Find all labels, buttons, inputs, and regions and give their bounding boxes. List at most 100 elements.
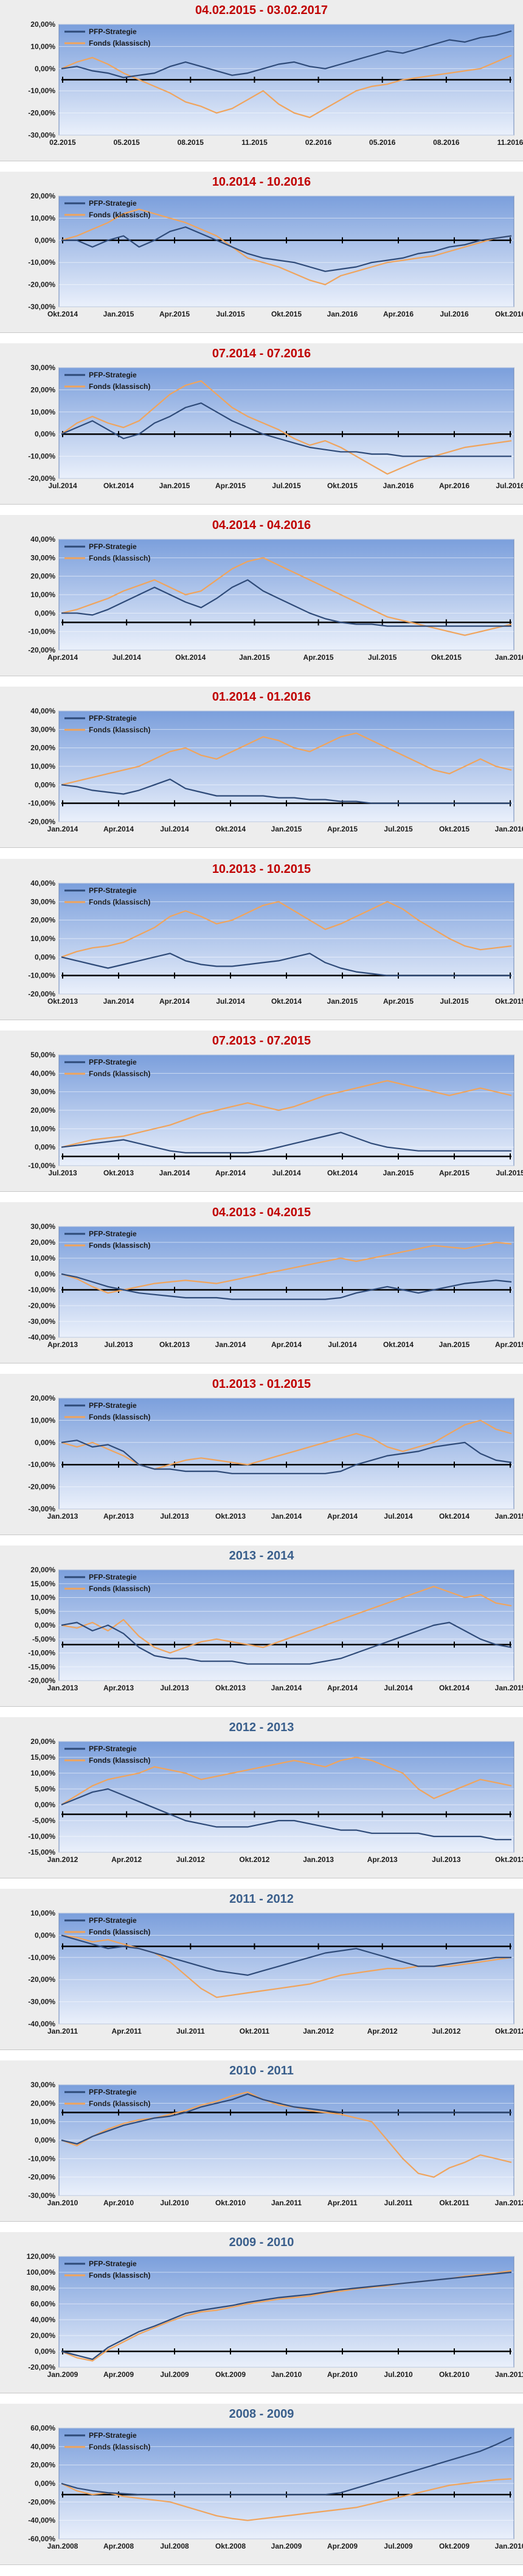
y-tick-label: 20,00%	[30, 2099, 55, 2108]
chart-title: 01.2013 - 01.2015	[212, 1377, 311, 1391]
y-tick-label: -10,00%	[28, 1286, 55, 1294]
y-tick-label: 0,00%	[35, 953, 55, 961]
legend-label: PFP-Strategie	[89, 542, 137, 551]
y-tick-label: 20,00%	[30, 1238, 55, 1247]
x-tick-label: Jan.2014	[271, 1512, 302, 1521]
x-tick-label: Okt.2014	[271, 997, 302, 1006]
x-tick-label: Apr.2015	[439, 1169, 469, 1177]
line-chart: 60,00% 40,00% 20,00% 0,00% -20,00% -40,00% -60…	[28, 2424, 523, 2550]
x-tick-label: Apr.2013	[367, 1855, 398, 1864]
legend: PFP-Strategie Fonds (klassisch)	[64, 2088, 150, 2108]
series-line-fund	[61, 2478, 512, 2522]
y-tick-label: -10,00%	[28, 1832, 55, 1841]
y-tick-label: 120,00%	[27, 2252, 56, 2261]
y-tick-label: -20,00%	[28, 990, 55, 998]
y-tick-label: -20,00%	[28, 109, 55, 117]
chart-panel: 2013 - 2014 20,00% 15,00% 10,00% 5,00% 0,00% -…	[0, 1545, 523, 1707]
chart-title: 07.2014 - 07.2016	[212, 347, 311, 361]
line-chart: 20,00%10,00%0,00%-10,00%-20,00%-30,00%Ok…	[28, 192, 523, 318]
x-tick-label: Okt.2013	[215, 1684, 246, 1692]
y-tick-label: 20,00%	[30, 386, 55, 394]
chart-title: 2012 - 2013	[229, 1721, 294, 1734]
line-chart: 20,00% 15,00% 10,00% 5,00% 0,00% -5,00% -10,00…	[28, 1737, 523, 1864]
x-tick-label: Jan.2016	[495, 653, 523, 662]
legend-label: Fonds (klassisch)	[89, 2099, 150, 2108]
y-tick-label: 40,00%	[30, 535, 55, 544]
y-tick-label: 10,00%	[30, 408, 55, 416]
legend-label: Fonds (klassisch)	[89, 1584, 150, 1593]
series-line-fund	[61, 208, 512, 285]
plot-area	[58, 1226, 514, 1338]
legend: PFP-Strategie Fonds (klassisch)	[64, 1230, 150, 1250]
chart-panel: 04.2013 - 04.2015 30,00% 20,00% 10,00% 0,00%…	[0, 1202, 523, 1363]
y-tick-label: 0,00%	[35, 2347, 55, 2356]
x-tick-label: Jan.2015	[271, 825, 302, 833]
series-line-strategy	[61, 1273, 512, 1300]
x-tick-label: Jul.2013	[160, 1512, 189, 1521]
chart-title: 2010 - 2011	[229, 2064, 294, 2078]
legend: PFP-Strategie Fonds (klassisch)	[64, 886, 150, 906]
x-tick-label: Apr.2014	[327, 1684, 358, 1692]
x-tick-label: Jan.2010	[47, 2199, 78, 2207]
chart-panel: 2008 - 2009 60,00% 40,00% 20,00% 0,00% -20,00…	[0, 2404, 523, 2566]
y-tick-label: 20,00%	[30, 1566, 55, 1574]
series-line-strategy	[61, 30, 512, 79]
x-tick-label: Jul.2015	[440, 997, 469, 1006]
y-tick-label: 0,00%	[35, 236, 55, 245]
y-tick-label: 40,00%	[30, 2443, 55, 2451]
legend-label: PFP-Strategie	[89, 1230, 137, 1238]
x-tick-label: Jul.2013	[104, 1340, 133, 1349]
x-tick-label: Okt.2014	[439, 1512, 469, 1521]
x-tick-label: Jan.2014	[271, 1684, 302, 1692]
x-tick-label: Apr.2016	[439, 481, 469, 490]
x-tick-label: Okt.2013	[159, 1340, 190, 1349]
x-tick-label: Okt.2009	[439, 2542, 469, 2550]
x-tick-label: Apr.2013	[103, 1684, 134, 1692]
x-tick-label: Jul.2016	[440, 310, 469, 318]
x-tick-label: Okt.2014	[327, 1169, 358, 1177]
chart-panel: 10.2013 - 10.2015 40,00% 30,00% 20,00% 10,00…	[0, 858, 523, 1020]
legend: PFP-Strategie Fonds (klassisch)	[64, 371, 150, 391]
x-tick-label: Apr.2011	[327, 2199, 358, 2207]
x-tick-label: 08.2016	[433, 138, 460, 147]
chart-panel: 07.2013 - 07.2015 50,00% 40,00% 30,00% 20,00…	[0, 1030, 523, 1192]
x-tick-label: Okt.2015	[271, 310, 302, 318]
chart-title: 07.2013 - 07.2015	[212, 1034, 311, 1048]
y-tick-label: 20,00%	[30, 1106, 55, 1115]
x-tick-label: Jan.2014	[103, 997, 134, 1006]
series-line-fund	[61, 557, 512, 637]
y-tick-label: 20,00%	[30, 572, 55, 581]
x-tick-label: Jan.2015	[239, 653, 270, 662]
x-tick-label: Jan.2011	[495, 2370, 523, 2379]
series-line-fund	[61, 1079, 512, 1148]
line-chart: 120,00% 100,00% 80,00% 60,00% 40,00% 20,00% 0,…	[27, 2252, 523, 2379]
x-tick-label: Jul.2014	[112, 653, 141, 662]
series-line-strategy	[61, 1622, 512, 1665]
y-tick-label: 10,00%	[30, 1593, 55, 1601]
line-chart: 40,00% 30,00% 20,00% 10,00% 0,00% -10,00% -20,…	[28, 879, 523, 1006]
y-tick-label: -15,00%	[28, 1662, 55, 1671]
y-tick-label: 20,00%	[30, 915, 55, 924]
x-tick-label: Jul.2010	[160, 2199, 189, 2207]
y-tick-label: 40,00%	[30, 2315, 55, 2324]
legend-label: PFP-Strategie	[89, 371, 137, 379]
x-tick-label: Jan.2014	[215, 1340, 246, 1349]
legend-label: Fonds (klassisch)	[89, 39, 150, 47]
x-tick-label: Jan.2008	[47, 2542, 78, 2550]
y-tick-label: 10,00%	[30, 1416, 55, 1424]
x-tick-label: Jul.2014	[272, 1169, 301, 1177]
x-tick-label: Okt.2012	[239, 1855, 269, 1864]
legend-label: Fonds (klassisch)	[89, 1928, 150, 1936]
y-tick-label: 5,00%	[35, 1785, 55, 1793]
y-tick-label: -30,00%	[28, 1505, 55, 1513]
series-line-strategy	[61, 1439, 512, 1474]
x-tick-label: Jan.2015	[495, 1684, 523, 1692]
x-tick-label: Apr.2016	[383, 310, 414, 318]
x-tick-label: Jan.2014	[159, 1169, 190, 1177]
y-tick-label: -10,00%	[28, 628, 55, 636]
y-tick-label: 0,00%	[35, 2479, 55, 2488]
y-tick-label: 0,00%	[35, 2136, 55, 2144]
legend-label: PFP-Strategie	[89, 2088, 137, 2096]
y-tick-label: -60,00%	[28, 2535, 55, 2543]
